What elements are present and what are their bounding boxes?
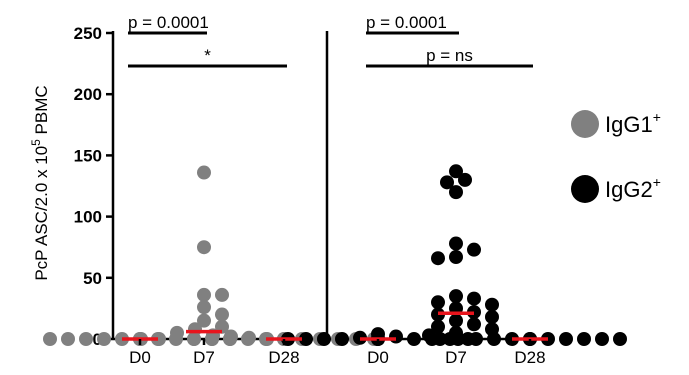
data-point	[205, 332, 219, 346]
y-tick-label: 150	[74, 146, 102, 165]
y-tick-label: 200	[74, 85, 102, 104]
data-point	[469, 332, 483, 346]
legend-label: IgG1+	[605, 109, 661, 137]
data-point	[197, 165, 211, 180]
data-point	[431, 295, 445, 310]
data-point	[449, 236, 463, 251]
data-point	[61, 332, 75, 346]
data-point	[467, 291, 481, 306]
legend-label: IgG2+	[605, 174, 661, 202]
data-point	[79, 332, 93, 346]
data-point	[449, 185, 463, 200]
data-point	[577, 332, 591, 346]
x-tick-label: D0	[129, 348, 151, 367]
y-tick-label: 250	[74, 24, 102, 43]
x-tick-label: D7	[193, 348, 215, 367]
data-points	[43, 164, 627, 346]
significance-label: p = 0.0001	[128, 13, 209, 32]
y-axis-label: PcP ASC/2.0 x 105 PBMC	[29, 85, 51, 280]
significance-label: p = 0.0001	[366, 13, 447, 32]
data-point	[613, 332, 627, 346]
legend: IgG1+ IgG2+	[571, 109, 661, 203]
data-point	[559, 332, 573, 346]
median-lines	[122, 311, 548, 341]
data-point	[449, 289, 463, 304]
data-point	[422, 328, 436, 343]
data-point	[407, 332, 421, 346]
data-point	[487, 332, 501, 346]
data-point	[595, 332, 609, 346]
data-point	[241, 332, 255, 346]
data-point	[43, 332, 57, 346]
significance-label: *	[204, 46, 211, 65]
y-axis-ticks: 050100150200250	[74, 24, 113, 349]
data-point	[215, 287, 229, 302]
x-tick-label: D28	[514, 348, 545, 367]
data-point	[467, 317, 481, 332]
data-point	[449, 164, 463, 179]
significance-label: p = ns	[426, 46, 473, 65]
data-point	[187, 332, 201, 346]
data-point	[335, 332, 349, 346]
data-point	[197, 313, 211, 328]
data-point	[485, 309, 499, 324]
data-point	[467, 242, 481, 257]
data-point	[485, 297, 499, 312]
axes	[111, 31, 548, 341]
data-point	[431, 319, 445, 334]
x-axis-category-labels: D0 D7 D28 D0 D7 D28	[129, 339, 546, 367]
x-tick-label: D7	[445, 348, 467, 367]
data-point	[431, 251, 445, 266]
y-tick-label: 100	[74, 208, 102, 227]
data-point	[152, 332, 166, 346]
data-point	[215, 307, 229, 322]
x-tick-label: D28	[268, 348, 299, 367]
significance-annotations: p = 0.0001 * p = 0.0001 p = ns	[128, 13, 533, 68]
data-point	[299, 332, 313, 346]
data-point	[170, 325, 184, 340]
legend-marker	[571, 110, 599, 138]
y-axis-label-text: PBMC	[32, 85, 51, 139]
y-tick-label: 50	[83, 269, 102, 288]
y-axis-label-superscript: 5	[29, 139, 43, 146]
data-point	[197, 300, 211, 315]
data-point	[317, 332, 331, 346]
data-point	[449, 313, 463, 328]
y-axis-label-text: PcP ASC/2.0 x 10	[32, 146, 51, 281]
data-point	[97, 332, 111, 346]
x-tick-label: D0	[367, 348, 389, 367]
legend-marker	[571, 175, 599, 203]
data-point	[197, 240, 211, 255]
data-point	[449, 249, 463, 264]
data-point	[389, 329, 403, 344]
data-point	[458, 172, 472, 187]
data-point	[451, 332, 465, 346]
data-point	[223, 332, 237, 346]
data-point	[433, 332, 447, 346]
data-point	[440, 175, 454, 190]
data-point	[197, 287, 211, 302]
